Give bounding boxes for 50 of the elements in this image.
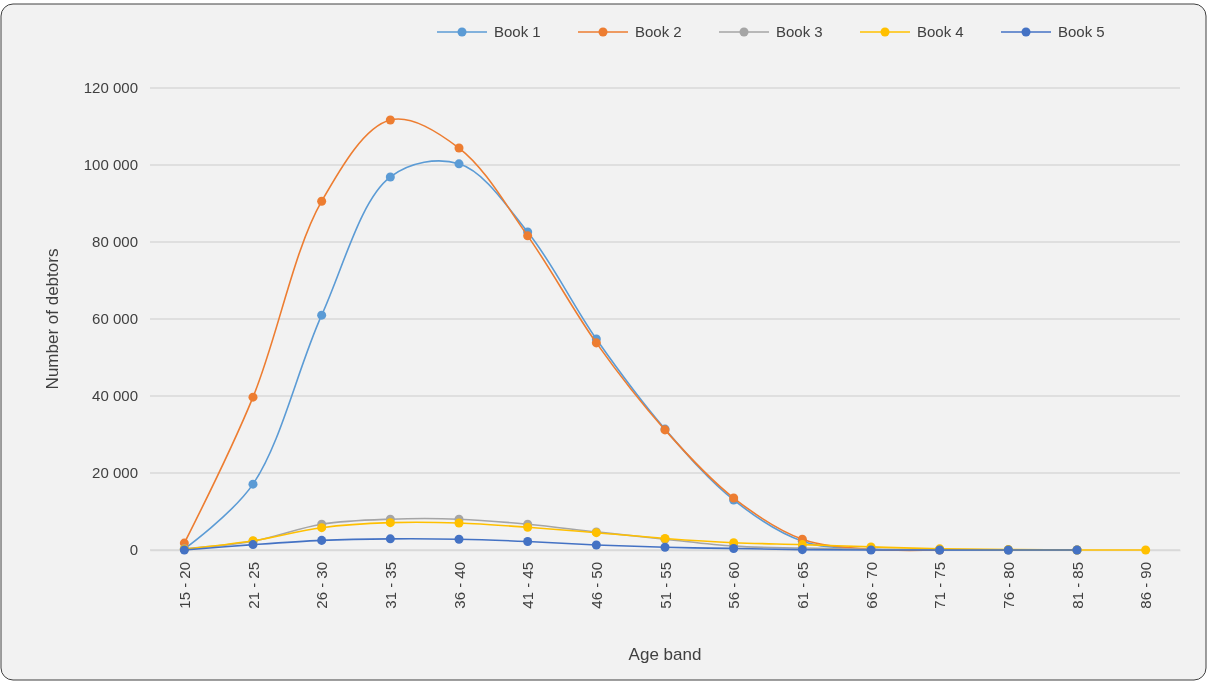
x-tick-label: 86 - 90	[1137, 562, 1155, 609]
point	[454, 534, 464, 544]
point	[248, 392, 258, 402]
x-tick-label: 76 - 80	[1000, 562, 1018, 609]
point	[1141, 545, 1151, 555]
point	[385, 534, 395, 544]
x-tick-label: 51 - 55	[656, 562, 674, 609]
point	[454, 159, 464, 169]
x-tick-label: 26 - 30	[313, 562, 331, 609]
y-tick-label: 20 000	[92, 464, 138, 482]
legend-label: Book 2	[635, 23, 682, 41]
point	[385, 115, 395, 125]
y-tick-label: 100 000	[83, 156, 138, 174]
legend-label: Book 1	[494, 23, 541, 41]
legend-label: Book 5	[1058, 23, 1105, 41]
legend-label: Book 4	[917, 23, 964, 41]
point	[385, 518, 395, 528]
point	[317, 523, 327, 533]
x-axis-title: Age band	[628, 645, 702, 664]
y-tick-label: 0	[129, 541, 138, 559]
point	[317, 310, 327, 320]
point	[385, 172, 395, 182]
point	[454, 518, 464, 528]
point	[591, 540, 601, 550]
y-tick-label: 60 000	[92, 310, 138, 328]
y-tick-label: 80 000	[92, 233, 138, 251]
point	[248, 479, 258, 489]
x-tick-label: 36 - 40	[450, 562, 468, 609]
x-tick-label: 41 - 45	[519, 562, 537, 609]
x-tick-label: 61 - 65	[794, 562, 812, 609]
point	[523, 537, 533, 547]
x-tick-label: 21 - 25	[244, 562, 262, 609]
y-tick-label: 40 000	[92, 387, 138, 405]
x-tick-label: 15 - 20	[176, 562, 194, 609]
x-tick-label: 31 - 35	[382, 562, 400, 609]
point	[248, 540, 258, 550]
x-tick-label: 56 - 60	[725, 562, 743, 609]
x-tick-label: 71 - 75	[931, 562, 949, 609]
point	[660, 542, 670, 552]
legend-label: Book 3	[776, 23, 823, 41]
x-tick-label: 46 - 50	[588, 562, 606, 609]
point	[523, 231, 533, 241]
x-tick-label: 66 - 70	[862, 562, 880, 609]
x-tick-label: 81 - 85	[1068, 562, 1086, 609]
point	[591, 338, 601, 348]
y-axis-title: Number of debtors	[43, 248, 62, 390]
point	[454, 143, 464, 153]
point	[317, 196, 327, 206]
point	[317, 535, 327, 545]
y-tick-label: 120 000	[83, 79, 138, 97]
